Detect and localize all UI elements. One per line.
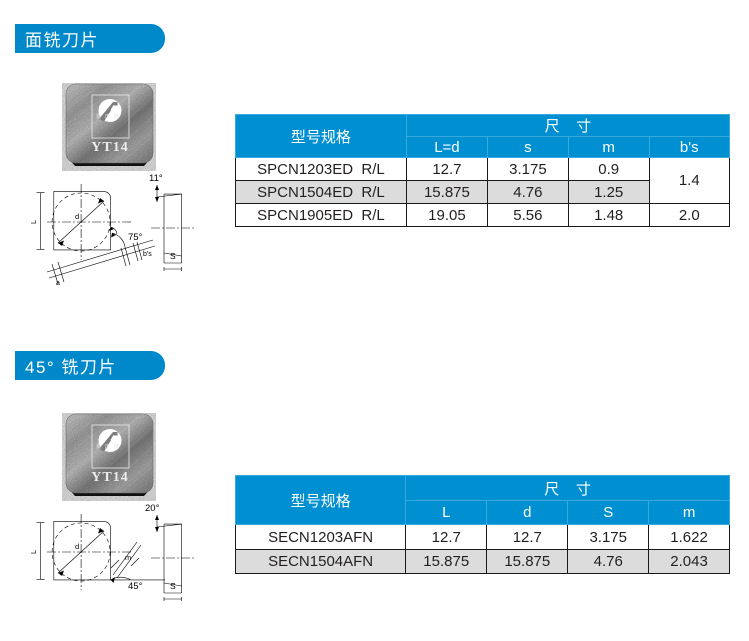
- svg-text:L: L: [29, 550, 38, 554]
- svg-text:d: d: [75, 212, 79, 221]
- svg-text:m: m: [125, 553, 131, 562]
- svg-text:11°: 11°: [149, 173, 163, 184]
- svg-text:75°: 75°: [128, 232, 143, 243]
- svg-text:d: d: [75, 542, 79, 551]
- svg-text:S: S: [170, 581, 176, 591]
- svg-text:S: S: [170, 251, 176, 261]
- svg-text:庆: 庆: [105, 443, 110, 450]
- svg-text:YT14: YT14: [91, 140, 128, 155]
- svg-text:L: L: [29, 220, 38, 224]
- svg-text:牌: 牌: [114, 443, 119, 450]
- svg-text:牌: 牌: [114, 113, 119, 120]
- svg-text:a: a: [56, 280, 60, 287]
- svg-text:20°: 20°: [145, 503, 160, 514]
- svg-text:YT14: YT14: [91, 470, 128, 485]
- svg-text:嘉: 嘉: [96, 113, 101, 120]
- svg-text:45°: 45°: [128, 581, 143, 592]
- svg-text:庆: 庆: [105, 113, 110, 120]
- svg-text:b's: b's: [143, 251, 152, 258]
- svg-text:嘉: 嘉: [96, 443, 101, 450]
